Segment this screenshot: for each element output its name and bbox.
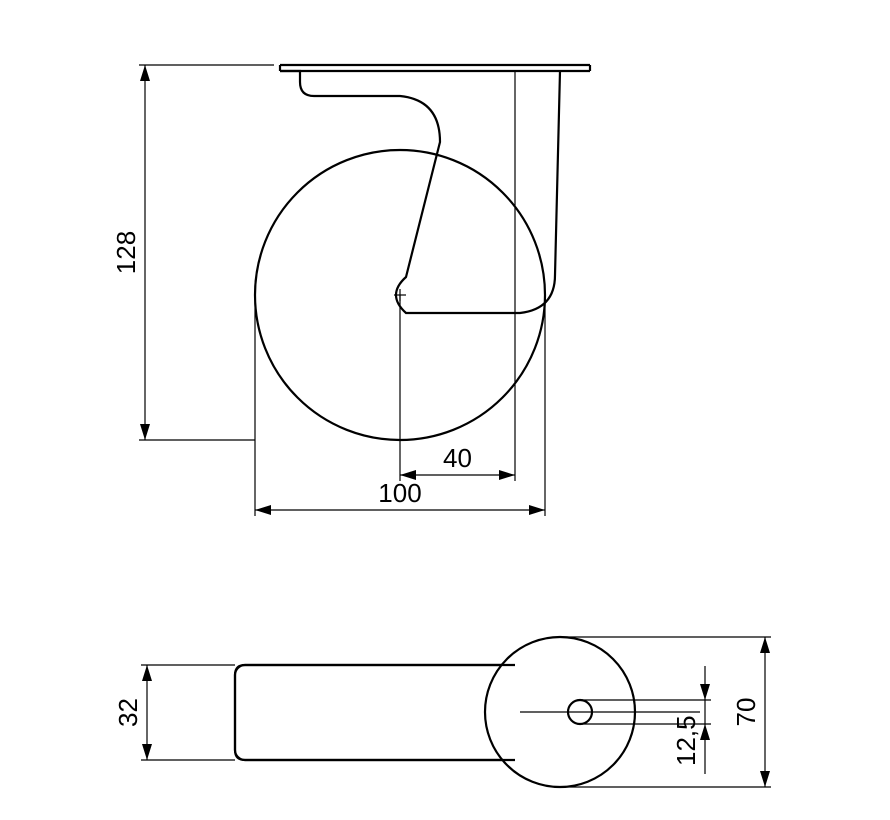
fork-outline — [280, 71, 560, 313]
svg-text:40: 40 — [443, 443, 472, 473]
svg-text:12,5: 12,5 — [671, 715, 701, 766]
wheel-top-rect — [235, 665, 515, 760]
svg-text:70: 70 — [731, 698, 761, 727]
svg-text:32: 32 — [113, 698, 143, 727]
svg-text:128: 128 — [111, 231, 141, 274]
svg-text:100: 100 — [378, 478, 421, 508]
